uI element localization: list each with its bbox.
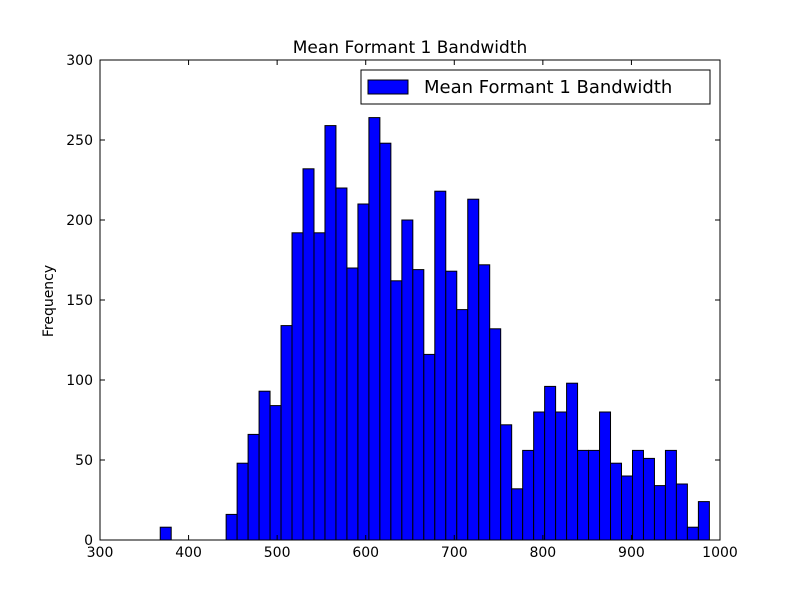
- x-tick-label: 900: [618, 545, 645, 561]
- x-tick-label: 800: [529, 545, 556, 561]
- histogram-bar: [291, 232, 304, 541]
- bars-group: [159, 117, 710, 541]
- histogram-bar: [577, 449, 590, 541]
- histogram-bar: [544, 385, 557, 541]
- histogram-bar: [489, 328, 502, 541]
- legend: Mean Formant 1 Bandwidth: [360, 69, 711, 105]
- histogram-bar: [588, 449, 601, 541]
- histogram-bar: [357, 203, 370, 541]
- histogram-bar: [258, 390, 271, 541]
- y-tick-label: 100: [66, 373, 93, 389]
- histogram-bar: [269, 405, 282, 541]
- legend-swatch: [367, 79, 409, 95]
- y-tick-label: 300: [66, 53, 93, 69]
- histogram-bar: [434, 190, 447, 541]
- histogram-bar: [346, 267, 359, 541]
- y-tick-label: 250: [66, 133, 93, 149]
- histogram-bar: [390, 280, 403, 541]
- histogram-bar: [599, 411, 612, 541]
- histogram-bar: [423, 353, 436, 541]
- histogram-bar: [566, 382, 579, 541]
- histogram-bar: [456, 309, 469, 541]
- histogram-bar: [280, 325, 293, 541]
- histogram-bar: [401, 219, 414, 541]
- histogram-bar: [653, 485, 666, 541]
- histogram-bar: [368, 117, 381, 541]
- histogram-bar: [686, 526, 699, 541]
- histogram-bar: [247, 433, 260, 541]
- histogram-bar: [467, 198, 480, 541]
- x-tick-label: 500: [264, 545, 291, 561]
- x-tick-label: 600: [352, 545, 379, 561]
- histogram-bar: [324, 125, 337, 541]
- histogram-bar: [412, 269, 425, 541]
- y-axis-label: Frequency: [41, 265, 57, 337]
- histogram-bar: [445, 270, 458, 541]
- histogram-bar: [533, 411, 546, 541]
- histogram-bar: [478, 264, 491, 541]
- histogram-bar: [522, 449, 535, 541]
- legend-box: [360, 69, 711, 105]
- histogram-bar: [610, 462, 623, 541]
- y-tick-label: 150: [66, 293, 93, 309]
- ticks-group: 300 400 500 600 700 800 900 1000 0 50 100 150 200 250…: [66, 53, 738, 561]
- y-tick-label: 0: [84, 533, 93, 549]
- histogram-bar: [302, 168, 315, 541]
- histogram-bar: [335, 187, 348, 541]
- y-tick-label: 50: [75, 453, 93, 469]
- x-tick-label: 400: [175, 545, 202, 561]
- histogram-bar: [621, 475, 633, 541]
- legend-label: Mean Formant 1 Bandwidth: [424, 77, 672, 98]
- x-tick-label: 300: [87, 545, 114, 561]
- histogram-bar: [236, 462, 249, 541]
- histogram-bar: [664, 449, 677, 541]
- histogram-bar: [675, 483, 688, 541]
- histogram-bar: [642, 457, 655, 541]
- histogram-bar: [631, 449, 644, 541]
- plot-frame: [99, 59, 721, 541]
- chart-title: Mean Formant 1 Bandwidth: [293, 38, 528, 58]
- x-tick-label: 1000: [702, 545, 738, 561]
- histogram-bar: [225, 513, 238, 541]
- histogram-bar: [511, 488, 524, 541]
- y-tick-label: 200: [66, 213, 93, 229]
- histogram-bar: [500, 424, 513, 541]
- histogram-bar: [555, 411, 568, 541]
- histogram-bar: [379, 142, 392, 541]
- histogram-bar: [313, 232, 326, 541]
- histogram-bar: [159, 526, 172, 541]
- histogram-bar: [697, 501, 710, 541]
- x-tick-label: 700: [441, 545, 468, 561]
